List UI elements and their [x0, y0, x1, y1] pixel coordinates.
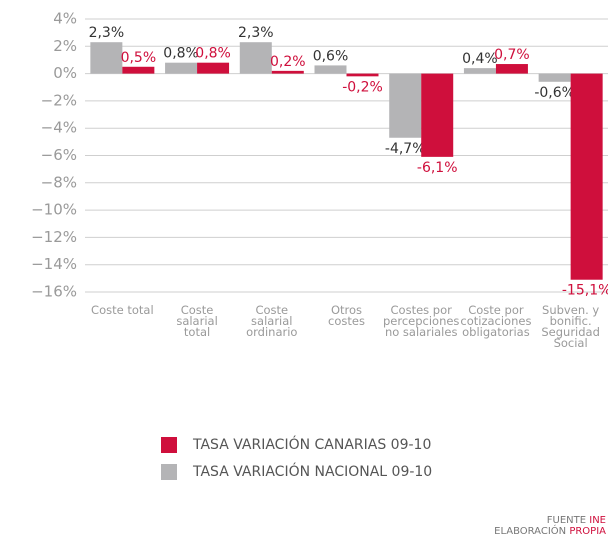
x-tick-label: Coste por cotizaciones obligatorias	[460, 303, 532, 339]
value-label: 0,4%	[462, 51, 498, 67]
bar	[346, 73, 379, 77]
value-label: -4,7%	[385, 141, 426, 157]
y-tick-label: −16%	[31, 283, 77, 301]
bar	[165, 62, 198, 74]
value-label: -15,1%	[562, 283, 608, 299]
value-label: -0,6%	[534, 85, 575, 101]
y-tick-label: −12%	[31, 228, 77, 246]
bar	[271, 70, 304, 74]
x-tick-label: Coste total	[91, 303, 154, 317]
legend-label: TASA VARIACIÓN NACIONAL 09-10	[192, 462, 432, 480]
x-tick-label: Coste salarial total	[176, 303, 218, 339]
bar	[421, 73, 454, 157]
x-tick-label: Subven. y bonific. Seguridad Social	[541, 303, 600, 350]
bar	[495, 64, 528, 74]
bar	[389, 73, 422, 138]
y-tick-label: 0%	[53, 64, 77, 82]
credit-value: PROPIA	[569, 526, 606, 537]
bar	[90, 42, 123, 74]
value-label: 0,8%	[163, 46, 199, 62]
value-label: -6,1%	[417, 160, 458, 176]
legend-swatch	[161, 437, 177, 453]
bar	[239, 42, 272, 74]
source: FUENTE INE	[547, 515, 606, 526]
value-label: 0,2%	[270, 54, 306, 70]
bar	[314, 65, 347, 74]
value-label: 0,8%	[195, 46, 231, 62]
credit-label: ELABORACIÓN	[494, 526, 567, 537]
x-tick-label: Otros costes	[328, 303, 365, 328]
y-tick-label: −8%	[41, 173, 77, 191]
y-tick-label: −4%	[41, 119, 77, 137]
bar	[122, 66, 155, 74]
value-label: 2,3%	[89, 25, 125, 41]
legend-swatch	[161, 464, 177, 480]
value-label: 2,3%	[238, 25, 274, 41]
value-label: 0,6%	[313, 48, 349, 64]
bar	[463, 68, 496, 74]
x-tick-label: Costes por percepciones no salariales	[382, 303, 460, 339]
value-label: 0,7%	[494, 47, 530, 63]
bar	[197, 62, 230, 74]
credit: ELABORACIÓN PROPIA	[494, 526, 606, 537]
y-tick-label: −6%	[41, 146, 77, 164]
x-tick-label: Coste salarial ordinario	[246, 303, 298, 339]
y-tick-label: −10%	[31, 201, 77, 219]
y-tick-label: −2%	[41, 91, 77, 109]
value-label: 0,5%	[121, 50, 157, 66]
value-label: -0,2%	[342, 79, 383, 95]
y-tick-label: 2%	[53, 37, 77, 55]
source-value: INE	[589, 515, 606, 526]
bar	[570, 73, 603, 280]
bar	[538, 73, 571, 82]
y-tick-label: 4%	[53, 10, 77, 28]
source-label: FUENTE	[546, 515, 587, 526]
y-tick-label: −14%	[31, 255, 77, 273]
legend-label: TASA VARIACIÓN CANARIAS 09-10	[192, 435, 431, 453]
